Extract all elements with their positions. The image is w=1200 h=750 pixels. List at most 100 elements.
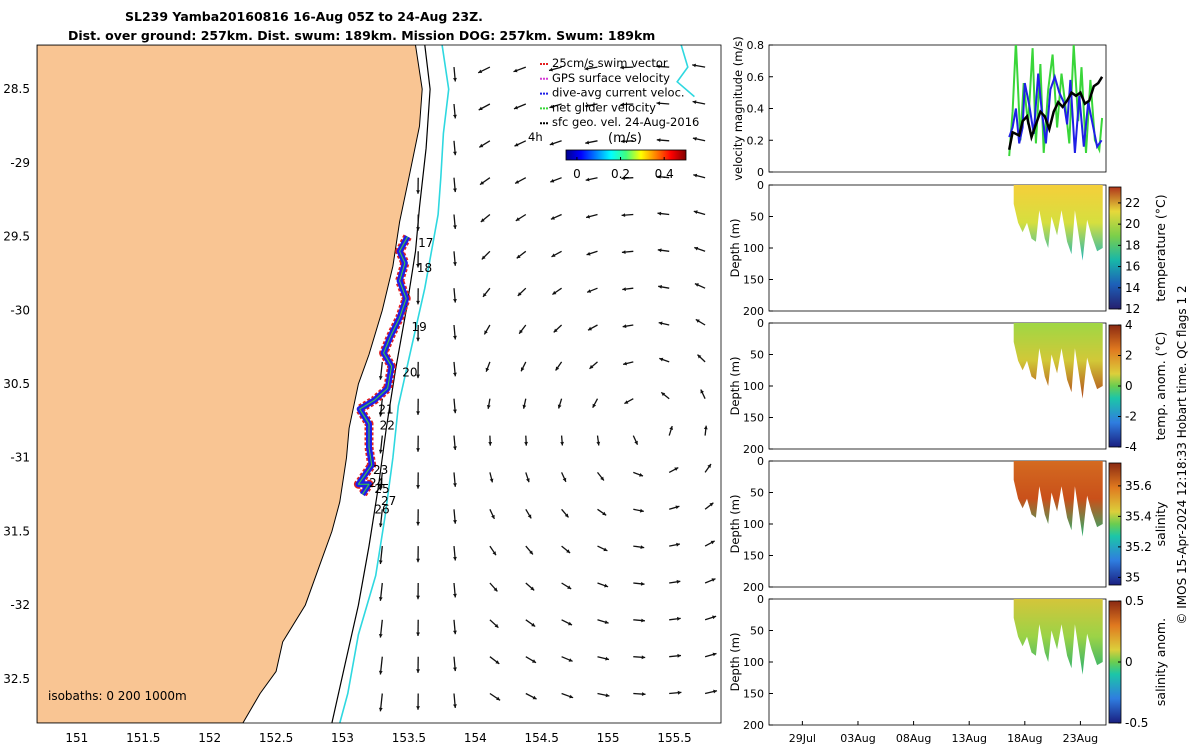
velocity-arrowhead	[453, 409, 457, 414]
colorbar-tick-label: 18	[1125, 238, 1140, 252]
section-ylabel: Depth (m)	[728, 357, 742, 416]
colorbar-tick-label: 0	[1125, 655, 1133, 669]
velocity-arrowhead	[560, 441, 564, 446]
section-y-tick-label: 200	[743, 581, 764, 594]
colorbar-tick-label: 22	[1125, 196, 1140, 210]
velocity-arrowhead	[416, 227, 420, 231]
velocity-arrowhead	[453, 520, 457, 524]
velocity-arrowhead	[693, 210, 698, 214]
colorbar-tick-label: 0.4	[655, 167, 674, 181]
legend-label: dive-avg current veloc.	[552, 86, 685, 100]
velocity-arrowhead	[709, 502, 714, 507]
velocity-arrowhead	[519, 329, 523, 334]
velocity-arrowhead	[378, 707, 383, 712]
velocity-arrowhead	[488, 442, 493, 446]
velocity-arrowhead	[657, 174, 661, 179]
section-y-tick-label: 0	[757, 455, 764, 468]
velocity-arrowhead	[596, 441, 601, 446]
section-y-tick-label: 50	[750, 349, 764, 362]
velocity-arrowhead	[416, 521, 420, 526]
velocity-arrowhead	[692, 63, 696, 68]
velocity-arrowhead	[624, 400, 629, 404]
chart-title-line1: SL239 Yamba20160816 16-Aug 05Z to 24-Aug…	[125, 9, 483, 24]
velocity-arrowhead	[639, 473, 643, 477]
velocity-arrowhead	[677, 653, 681, 658]
velocity-arrowhead	[416, 595, 420, 600]
day-label: 17	[418, 236, 433, 250]
credit-text: © IMOS 15-Apr-2024 12:18:33 Hobart time.…	[1175, 285, 1189, 624]
section-colorbar	[1108, 462, 1122, 586]
velocity-arrowhead	[589, 364, 594, 369]
velocity-arrowhead	[656, 138, 661, 142]
velocity-arrowhead	[712, 615, 717, 620]
section-y-tick-label: 150	[743, 688, 764, 701]
velocity-arrowhead	[551, 253, 556, 257]
isobath-200m	[331, 45, 431, 723]
map-x-tick-label: 152	[198, 731, 221, 745]
velocity-arrowhead	[478, 69, 483, 73]
velocity-arrowhead	[416, 632, 420, 636]
velocity-arrowhead	[604, 583, 609, 588]
velocity-arrowhead	[453, 630, 457, 635]
velocity-arrowhead	[659, 357, 664, 362]
colorbar-tick-label: 35.6	[1125, 479, 1152, 493]
map-x-tick-label: 151.5	[126, 731, 160, 745]
velocity-series-group	[1007, 45, 1104, 157]
velocity-arrowhead	[495, 660, 500, 664]
velocity-arrowhead	[378, 412, 383, 417]
map-y-tick-label: 28.5	[3, 82, 30, 96]
speed-colorbar	[565, 149, 687, 161]
velocity-arrowhead	[516, 254, 521, 259]
map-x-tick-label: 155	[597, 731, 620, 745]
velocity-arrowhead	[711, 578, 716, 582]
velocity-arrowhead	[416, 264, 420, 268]
velocity-arrowhead	[515, 217, 520, 221]
section-colorbar	[1108, 186, 1122, 310]
section-y-tick-label: 0	[757, 179, 764, 192]
velocity-arrowhead	[481, 255, 486, 260]
isobath-1000m	[339, 45, 450, 723]
velocity-arrowhead	[378, 560, 383, 564]
velocity-arrowhead	[656, 64, 660, 69]
map-x-tick-label: 152.5	[259, 731, 293, 745]
surface-velocity-arrows	[378, 63, 718, 712]
section-y-tick-label: 100	[743, 242, 764, 255]
section-data	[1013, 461, 1103, 537]
section-y-tick-label: 200	[743, 305, 764, 318]
day-label: 26	[374, 503, 389, 517]
velocity-arrowhead	[453, 225, 457, 229]
velocity-arrowhead	[478, 106, 483, 110]
map-x-tick-label: 155.5	[657, 731, 691, 745]
colorbar-tick-label: 12	[1125, 302, 1140, 316]
section-y-tick-label: 200	[743, 719, 764, 732]
velocity-arrowhead	[532, 659, 536, 663]
velocity-arrowhead	[416, 337, 420, 342]
velocity-arrowhead	[569, 694, 574, 699]
glider-track	[353, 234, 412, 497]
velocity-arrowhead	[584, 103, 589, 108]
velocity-arrowhead	[550, 178, 555, 183]
velocity-arrowhead	[453, 593, 457, 598]
colorbar-tick-label: 0	[1125, 379, 1133, 393]
velocity-arrowhead	[587, 289, 592, 293]
velocity-arrowhead	[605, 693, 610, 698]
velocity-arrowhead	[489, 478, 494, 483]
colorbar-tick-label: 0	[573, 167, 581, 181]
velocity-arrowhead	[378, 486, 383, 491]
velocity-y-tick-label: 0.2	[747, 134, 765, 147]
velocity-arrowhead	[453, 556, 457, 561]
velocity-arrowhead	[656, 101, 661, 106]
colorbar-tick-label: 2	[1125, 349, 1133, 363]
velocity-y-tick-label: 0.8	[747, 39, 765, 52]
velocity-arrowhead	[692, 100, 697, 105]
velocity-arrowhead	[588, 326, 592, 331]
velocity-arrowhead	[453, 77, 457, 82]
velocity-arrowhead	[677, 616, 681, 621]
velocity-arrowhead	[703, 425, 708, 430]
section-y-tick-label: 100	[743, 518, 764, 531]
velocity-arrowhead	[592, 403, 597, 408]
velocity-arrowhead	[532, 695, 537, 700]
velocity-arrowhead	[526, 478, 530, 483]
section-y-tick-label: 150	[743, 412, 764, 425]
